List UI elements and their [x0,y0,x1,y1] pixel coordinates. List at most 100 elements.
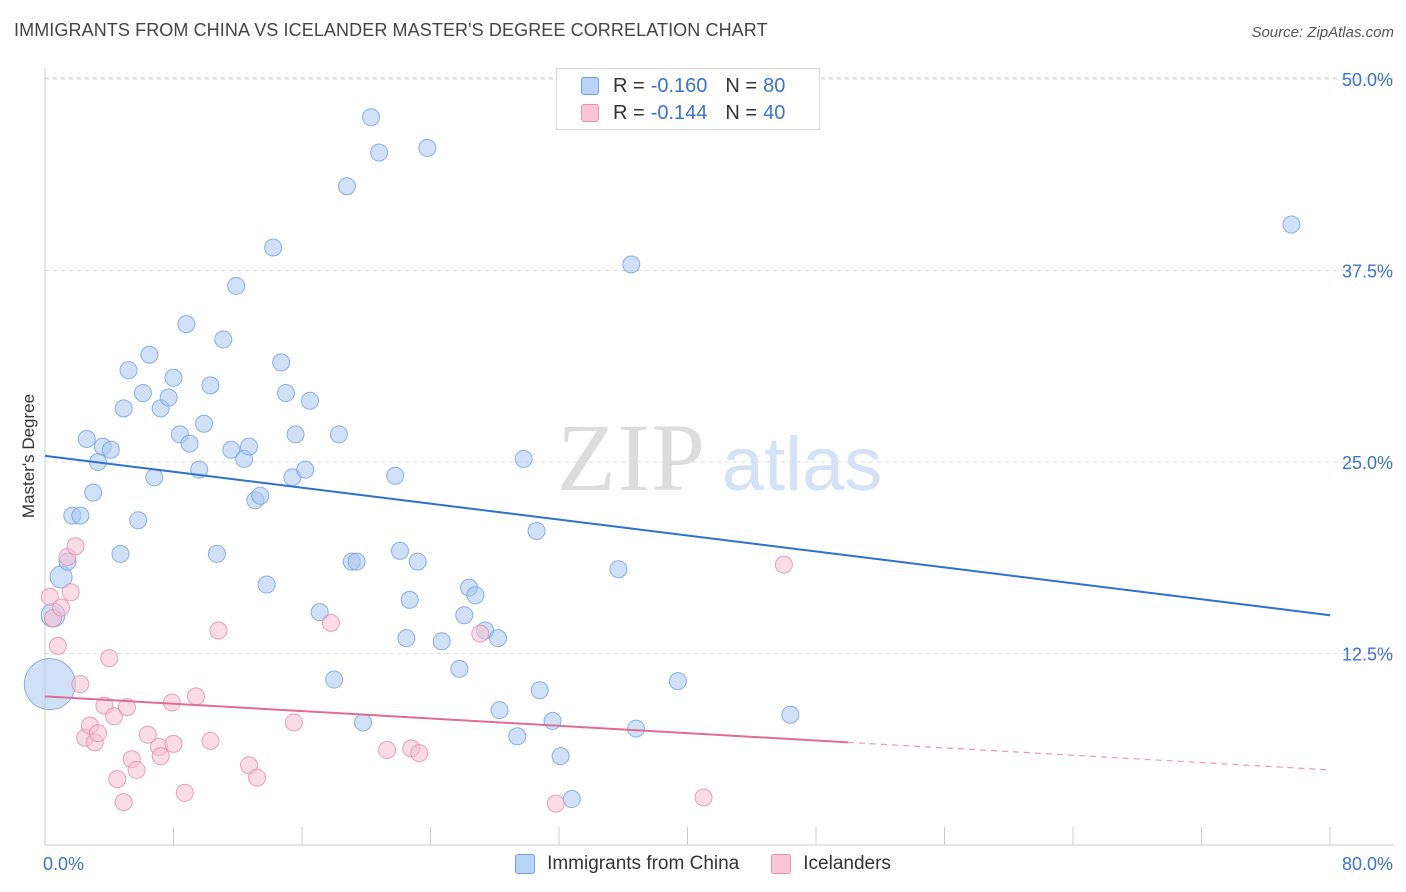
china-point [1282,215,1301,234]
icelander-point [40,587,59,606]
icelander-point [175,783,194,802]
icelander-point [546,794,565,813]
china-point [77,430,96,449]
source-label: Source: ZipAtlas.com [1251,24,1394,41]
china-point [488,629,507,648]
china-point [310,603,329,622]
china-point [627,719,646,738]
china-point [530,681,549,700]
icelander-point [186,687,205,706]
icelander-point [410,744,429,763]
china-point [337,177,356,196]
china-swatch [581,77,599,95]
china-trend-line [44,454,1331,617]
n-label: N = [725,101,758,124]
legend-item-icelanders[interactable]: Icelanders [771,853,891,875]
icelander-point [127,760,146,779]
china-point [133,384,152,403]
stats-row-china: R = -0.160 N = 80 [581,73,785,99]
icelander-trend-line [44,695,849,744]
china-point [264,238,283,257]
china-point [159,388,178,407]
icelander-point [100,649,119,668]
china-point [296,460,315,479]
china-point [508,727,527,746]
china-point [251,486,270,505]
n-label: N = [725,74,758,97]
china-point [397,629,416,648]
y-tick-label: 12.5% [1342,645,1393,665]
china-point [450,659,469,678]
r-value-icelanders: -0.144 [650,101,708,124]
icelander-point [774,555,793,574]
icelander-point [694,788,713,807]
x-tick-label-max: 80.0% [1342,854,1393,874]
china-point [362,108,381,127]
watermark-zip: ZIP [557,404,707,511]
icelander-point [66,537,85,556]
legend-item-china[interactable]: Immigrants from China [515,853,739,875]
icelander-point [48,636,67,655]
icelanders-swatch [581,104,599,122]
grid-lines [45,77,1393,654]
china-point [207,544,226,563]
china-point [400,590,419,609]
china-point [347,552,366,571]
icelander-point [151,747,170,766]
china-point [177,315,196,334]
china-point [562,790,581,809]
china-point [354,713,373,732]
china-point [455,606,474,625]
icelander-point [71,675,90,694]
china-point [418,138,437,157]
n-value-china: 80 [763,74,786,97]
y-tick-label: 50.0% [1342,70,1393,90]
r-label: R = [613,74,645,97]
china-point [101,440,120,459]
icelander-point [61,583,80,602]
china-point [214,330,233,349]
watermark-atlas: atlas [722,422,883,507]
china-point [527,521,546,540]
stats-row-icelanders: R = -0.144 N = 40 [581,100,785,126]
chart-title: IMMIGRANTS FROM CHINA VS ICELANDER MASTE… [14,20,768,40]
china-point [668,672,687,691]
china-point [276,384,295,403]
china-point [195,414,214,433]
icelander-point [378,741,397,760]
china-point [222,440,241,459]
china-point [111,544,130,563]
china-point [432,632,451,651]
r-label: R = [613,101,645,124]
china-point [466,586,485,605]
china-point [543,711,562,730]
y-axis-label: Master's Degree [19,394,38,518]
china-point [140,345,159,364]
china-point [329,425,348,444]
china-point [201,376,220,395]
icelander-point [108,770,127,789]
china-point [164,368,183,387]
china-point [114,399,133,418]
china-point [386,466,405,485]
icelander-point [321,613,340,632]
x-tick-label-min: 0.0% [43,854,84,874]
china-point [325,670,344,689]
icelander-point [164,734,183,753]
trend-lines [44,454,1331,771]
china-point [23,658,76,711]
china-point [781,705,800,724]
china-point [227,276,246,295]
china-point [514,449,533,468]
china-point [390,541,409,560]
y-tick-label: 25.0% [1342,453,1393,473]
icelander-point [209,621,228,640]
china-point [286,425,305,444]
china-point [490,701,509,720]
icelander-point [52,598,71,617]
china-point [119,361,138,380]
china-point [129,511,148,530]
icelander-point [89,724,108,743]
icelander-point [138,725,157,744]
